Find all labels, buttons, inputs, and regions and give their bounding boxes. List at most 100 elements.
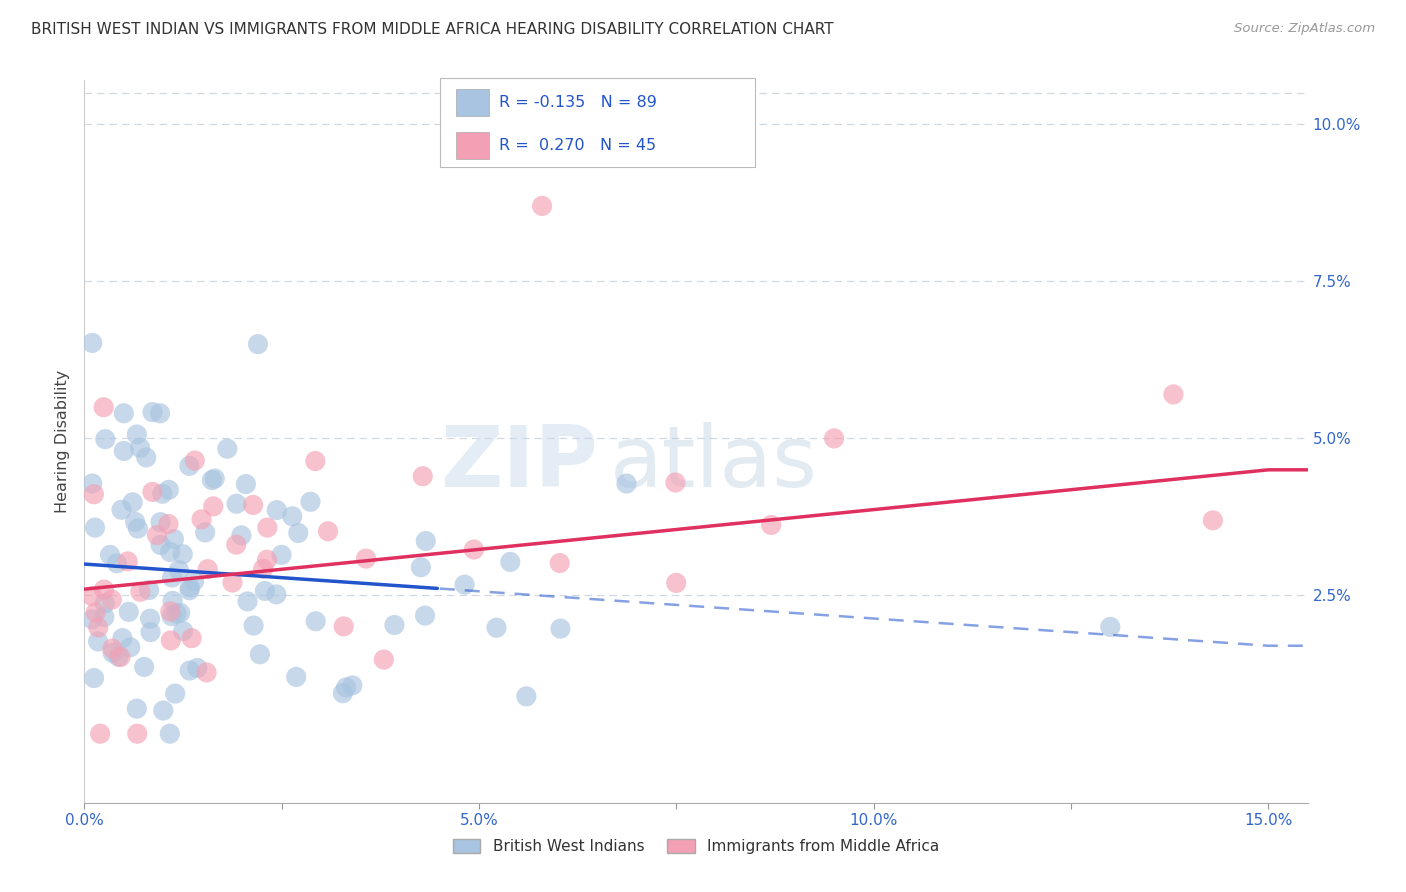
Point [82,335,104,350]
Point [160,609,183,624]
Point [167,563,190,577]
Point [285,670,308,684]
Point [1163,387,1185,401]
Point [101,592,124,607]
Point [186,661,208,675]
Point [217,442,239,456]
Point [172,624,194,638]
Point [141,405,163,419]
Point [157,483,180,497]
Point [93,596,115,610]
Point [204,472,226,486]
Point [304,454,326,468]
Legend: British West Indians, Immigrants from Middle Africa: British West Indians, Immigrants from Mi… [447,832,945,860]
Point [246,337,269,351]
Point [201,473,224,487]
Point [249,648,271,662]
Point [82,476,104,491]
Point [117,554,139,568]
Point [141,484,163,499]
Point [110,502,132,516]
Point [107,649,129,664]
Point [256,520,278,534]
Point [138,582,160,597]
Point [281,509,304,524]
Point [415,533,437,548]
Point [129,584,152,599]
Point [121,495,143,509]
Point [94,432,117,446]
Point [172,547,194,561]
Point [159,545,181,559]
Point [135,450,157,465]
Point [149,406,172,420]
Point [179,664,201,678]
Point [101,646,124,660]
Point [332,686,354,700]
Point [335,681,357,695]
Point [98,548,121,562]
Point [125,701,148,715]
Point [616,476,638,491]
Point [236,594,259,608]
Point [270,548,292,562]
Point [412,469,434,483]
Point [253,583,276,598]
Text: ZIP: ZIP [440,422,598,505]
Point [485,621,508,635]
Point [531,199,554,213]
Point [83,487,105,501]
Point [453,577,475,591]
Point [120,640,142,655]
Point [515,690,537,704]
Point [235,477,257,491]
Point [225,497,247,511]
Point [184,453,207,467]
Point [101,641,124,656]
Point [548,556,571,570]
Point [105,557,128,571]
Point [195,665,218,680]
Point [499,555,522,569]
Point [83,671,105,685]
Point [202,500,225,514]
Point [149,515,172,529]
Point [93,582,115,597]
Point [127,727,149,741]
Point [373,652,395,666]
Point [179,583,201,598]
Point [1202,513,1225,527]
Point [761,518,783,533]
Text: Source: ZipAtlas.com: Source: ZipAtlas.com [1234,22,1375,36]
Point [84,521,107,535]
Point [305,614,328,628]
Point [823,431,845,445]
Point [84,606,107,620]
Point [1099,620,1122,634]
Point [87,634,110,648]
Point [82,589,104,603]
Point [225,538,247,552]
Point [125,427,148,442]
Point [124,515,146,529]
Point [266,503,288,517]
Point [139,625,162,640]
Point [252,562,274,576]
Point [242,498,264,512]
Text: atlas: atlas [610,422,818,505]
Point [112,444,135,458]
Point [118,605,141,619]
Point [159,633,181,648]
Point [180,631,202,645]
Point [256,552,278,566]
Point [190,512,212,526]
Point [110,650,132,665]
Point [93,610,115,624]
Point [162,594,184,608]
Point [299,494,322,508]
Point [409,560,432,574]
Point [157,516,180,531]
Point [463,542,485,557]
Point [112,406,135,420]
Point [197,562,219,576]
